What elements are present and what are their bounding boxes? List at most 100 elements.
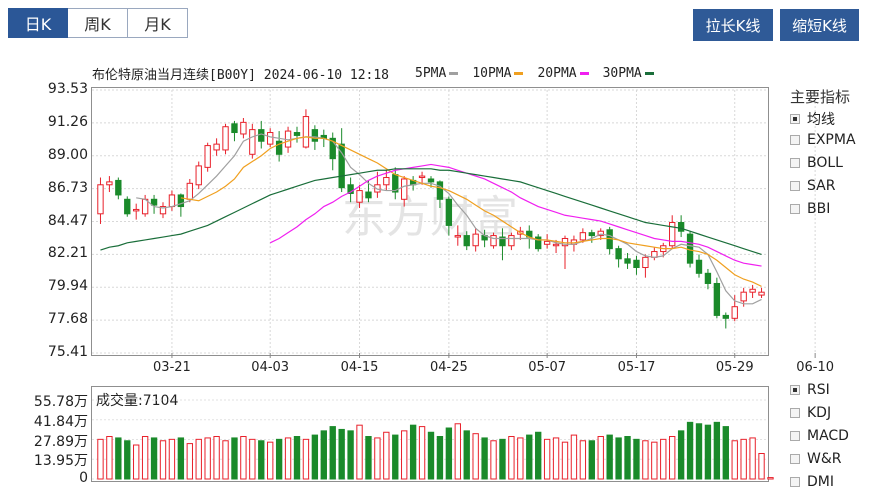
main-indicator-bbi[interactable]: BBI [790, 201, 830, 217]
candle-body [338, 143, 345, 189]
checkbox-icon[interactable] [790, 385, 800, 395]
y-tick-label: 75.41 [47, 344, 88, 360]
main-indicator-expma[interactable]: EXPMA [790, 132, 856, 148]
period-tabs: 日K 周K 月K [8, 8, 188, 38]
ma10-swatch [514, 72, 524, 75]
candle-body [383, 177, 390, 186]
volume-bar [347, 430, 354, 480]
volume-bar [195, 438, 202, 480]
volume-bar [535, 431, 542, 480]
sub-indicator-w-r[interactable]: W&R [790, 451, 842, 467]
sub-indicator-macd[interactable]: MACD [790, 428, 849, 444]
candle-body [418, 175, 426, 179]
candle-body [275, 140, 283, 155]
ma5-legend: 5PMA [415, 66, 459, 81]
volume-bar [677, 430, 685, 480]
volume-bar [436, 436, 444, 480]
volume-bar [284, 437, 292, 480]
candle-body [195, 165, 202, 186]
main-indicator--[interactable]: 均线 [790, 109, 835, 129]
tab-daily[interactable]: 日K [8, 8, 68, 38]
candle-body [472, 233, 479, 247]
volume-value: 7104 [142, 393, 179, 409]
stretch-kline-button[interactable]: 拉长K线 [693, 9, 773, 41]
indicator-label: SAR [807, 178, 836, 194]
x-tick-label: 04-03 [251, 360, 290, 375]
y-tick-label: 79.94 [47, 278, 88, 295]
candle-body [633, 259, 640, 269]
x-tick-label: 03-21 [153, 360, 191, 375]
tab-monthly[interactable]: 月K [128, 8, 188, 38]
checkbox-icon[interactable] [790, 135, 800, 145]
volume-bar [615, 437, 622, 480]
y-tick-label: 82.21 [47, 245, 88, 262]
volume-bar [409, 424, 417, 480]
candle-body [231, 123, 238, 134]
volume-bar [392, 434, 399, 480]
volume-bar [401, 430, 408, 480]
volume-bar [293, 436, 301, 480]
candle-body [695, 259, 703, 274]
checkbox-icon[interactable] [790, 431, 800, 441]
ma5-line [136, 133, 762, 305]
indicator-label: KDJ [807, 405, 832, 421]
volume-bar [427, 431, 435, 480]
volume-bar [115, 437, 122, 480]
candle-body [579, 232, 587, 241]
volume-bar [204, 437, 211, 480]
ma20-legend: 20PMA [537, 66, 589, 81]
volume-bar [579, 440, 587, 480]
indicator-label: EXPMA [807, 132, 856, 148]
volume-bar [141, 436, 149, 480]
shrink-kline-button[interactable]: 缩短K线 [780, 9, 859, 41]
candle-body [588, 232, 595, 237]
volume-bar [508, 436, 515, 480]
candle-body [347, 184, 354, 194]
volume-bar [767, 477, 774, 480]
candle-body [722, 314, 729, 319]
x-tick-label: 05-29 [715, 360, 754, 375]
candle-body [115, 179, 122, 196]
candle-body [150, 198, 158, 206]
main-indicator-sar[interactable]: SAR [790, 178, 835, 194]
volume-bar [320, 430, 327, 480]
checkbox-icon[interactable] [790, 204, 800, 214]
checkbox-icon[interactable] [790, 477, 800, 487]
sub-indicator-rsi[interactable]: RSI [790, 382, 830, 398]
volume-bar [267, 441, 274, 480]
tab-weekly[interactable]: 周K [68, 8, 128, 38]
checkbox-icon[interactable] [790, 158, 800, 168]
y-tick-label: 86.73 [47, 179, 88, 196]
indicator-label: 均线 [807, 112, 835, 128]
checkbox-icon[interactable] [790, 408, 800, 418]
candle-body [240, 121, 247, 135]
volume-bar [159, 440, 167, 480]
volume-bar [311, 434, 319, 480]
candle-body [213, 143, 220, 151]
volume-bar [222, 440, 229, 480]
volume-bar [356, 424, 363, 480]
main-indicator-boll[interactable]: BOLL [790, 155, 843, 171]
candle-body [124, 198, 131, 215]
volume-bar [588, 440, 595, 480]
indicator-label: MACD [807, 428, 849, 444]
y-tick-label: 89.00 [47, 146, 88, 163]
candle-body [615, 248, 622, 260]
candle-body [374, 184, 381, 193]
volume-bar [606, 434, 613, 480]
candle-body [258, 129, 265, 142]
candle-body [552, 243, 560, 247]
checkbox-icon[interactable] [790, 454, 800, 464]
checkbox-icon[interactable] [790, 181, 800, 191]
checkbox-icon[interactable] [790, 114, 800, 124]
y-tick-label: 91.26 [47, 113, 88, 130]
volume-bar [124, 440, 131, 480]
candle-body [445, 198, 453, 226]
candle-body [713, 282, 721, 316]
volume-bar [231, 437, 238, 480]
sub-indicator-dmi[interactable]: DMI [790, 474, 834, 490]
sub-indicator-kdj[interactable]: KDJ [790, 405, 831, 421]
indicator-label: RSI [807, 382, 830, 398]
volume-bar [418, 426, 426, 480]
candle-body [749, 288, 756, 293]
